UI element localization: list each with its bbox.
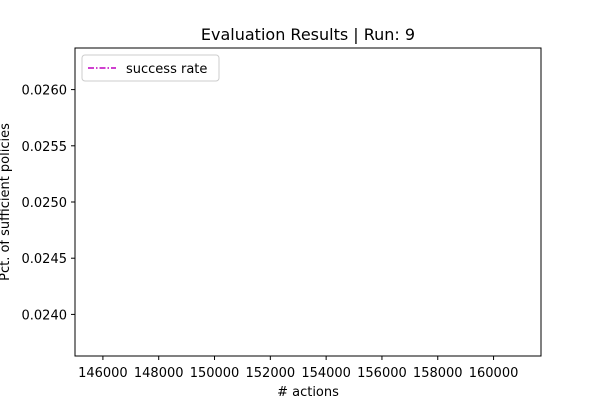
x-tick-label: 156000: [357, 366, 407, 381]
x-tick-label: 160000: [469, 366, 519, 381]
ticks-layer: 146000 148000 150000 152000 154000 156000 1580…: [22, 84, 519, 381]
x-tick-label: 146000: [78, 366, 128, 381]
y-tick-label: 0.0255: [22, 140, 68, 155]
y-tick-label: 0.0240: [22, 308, 68, 323]
x-tick-label: 154000: [301, 366, 351, 381]
y-tick-label: 0.0250: [22, 196, 68, 211]
y-axis-label: Pct. of sufficient policies: [0, 123, 13, 281]
x-tick-label: 148000: [134, 366, 184, 381]
y-tick-label: 0.0260: [22, 84, 68, 99]
legend: success rate: [81, 54, 220, 82]
legend-label-success-rate: success rate: [126, 62, 207, 77]
x-tick-label: 158000: [413, 366, 463, 381]
y-tick-label: 0.0245: [22, 252, 68, 267]
plot-frame: [74, 47, 542, 357]
x-tick-label: 150000: [190, 366, 240, 381]
x-tick-label: 152000: [246, 366, 296, 381]
x-axis-label: # actions: [277, 385, 339, 400]
chart-title: Evaluation Results | Run: 9: [201, 25, 415, 44]
plot-area: [75, 48, 541, 356]
legend-box: [81, 54, 220, 82]
